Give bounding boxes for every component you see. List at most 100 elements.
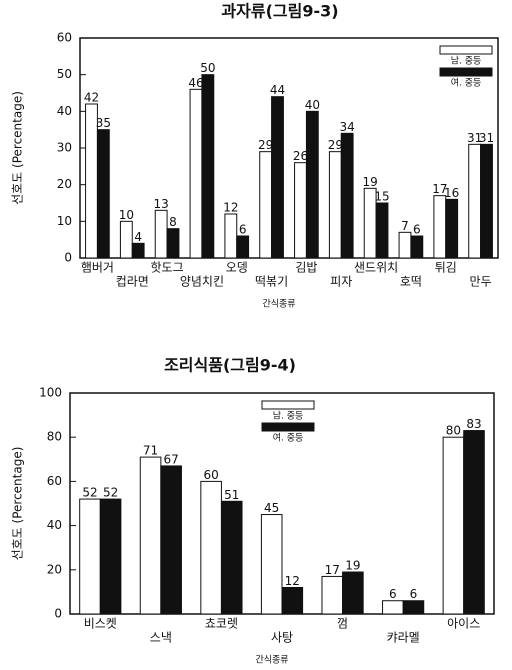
x-tick-label: 햄버거	[81, 261, 114, 275]
x-tick-label: 양념치킨	[180, 275, 224, 289]
legend-label: 여. 중등	[451, 77, 482, 89]
bar	[321, 575, 344, 615]
bar	[398, 231, 412, 259]
bar	[463, 430, 485, 615]
y-tick-label: 0	[54, 607, 62, 621]
value-label: 67	[164, 452, 179, 466]
y-tick-label: 10	[57, 214, 72, 228]
bar	[271, 96, 284, 259]
value-label: 34	[340, 120, 355, 134]
y-tick-label: 30	[57, 141, 72, 155]
value-label: 31	[467, 131, 482, 145]
y-tick-label: 100	[39, 386, 62, 400]
value-label: 50	[200, 61, 215, 75]
value-label: 19	[345, 559, 360, 573]
bar	[99, 498, 122, 615]
legend-swatch	[439, 67, 493, 77]
bar	[259, 151, 273, 259]
x-tick-label: 비스켓	[84, 617, 117, 631]
chart-title: 과자류(그림9-3)	[221, 2, 338, 21]
bar	[166, 228, 180, 259]
bar	[224, 213, 238, 259]
bar	[79, 498, 101, 615]
value-label: 17	[325, 563, 340, 577]
x-tick-label: 캬라멜	[387, 631, 420, 645]
bar	[402, 600, 425, 615]
value-label: 12	[223, 201, 238, 215]
x-tick-label: 만두	[470, 275, 492, 289]
y-tick-label: 40	[57, 104, 72, 118]
bar	[131, 242, 145, 259]
y-tick-label: 60	[57, 31, 72, 45]
x-tick-label: 컵라면	[116, 275, 149, 289]
x-tick-label: 김밥	[295, 261, 317, 275]
legend-label: 남. 중등	[451, 56, 482, 67]
value-label: 6	[389, 587, 397, 601]
bar	[305, 110, 319, 259]
y-tick-label: 40	[47, 518, 62, 532]
bar	[410, 235, 424, 259]
bar	[260, 514, 283, 615]
value-label: 45	[264, 501, 279, 515]
bar	[342, 571, 364, 615]
x-tick-label: 오뎅	[226, 261, 248, 275]
bar	[96, 129, 110, 259]
value-label: 4	[134, 230, 142, 244]
bar	[139, 456, 162, 615]
value-label: 52	[82, 486, 97, 500]
value-label: 10	[119, 208, 134, 222]
x-axis-label: 간식종류	[255, 655, 288, 666]
bar	[154, 209, 168, 259]
value-label: 60	[203, 468, 218, 482]
bar	[375, 202, 389, 259]
y-axis-label: 선호도 (Percentage)	[11, 91, 25, 205]
legend-label: 여. 중등	[273, 432, 304, 444]
bar	[160, 465, 182, 615]
bar	[340, 132, 354, 259]
y-tick-label: 20	[57, 177, 72, 191]
x-tick-label: 스낵	[150, 631, 172, 645]
bar	[480, 143, 493, 259]
x-tick-label: 껌	[337, 617, 348, 631]
bar	[189, 88, 203, 259]
value-label: 6	[410, 587, 418, 601]
value-label: 52	[103, 486, 118, 500]
value-label: 6	[413, 223, 421, 237]
bar	[294, 162, 307, 259]
value-label: 15	[374, 190, 389, 204]
value-label: 51	[224, 488, 239, 502]
value-label: 8	[169, 215, 177, 229]
y-axis-label: 선호도 (Percentage)	[11, 447, 25, 561]
x-tick-label: 샌드위치	[354, 261, 398, 275]
value-label: 40	[305, 98, 320, 112]
chart-title: 조리식품(그림9-4)	[164, 356, 296, 375]
value-label: 26	[293, 149, 308, 163]
legend-swatch	[261, 400, 315, 410]
legend-label: 남. 중등	[273, 411, 304, 422]
value-label: 29	[258, 138, 273, 152]
bar	[281, 586, 304, 615]
bar	[201, 74, 215, 259]
bar	[445, 198, 459, 259]
value-label: 71	[143, 444, 158, 458]
value-label: 13	[154, 197, 169, 211]
bar	[236, 235, 250, 259]
value-label: 7	[401, 219, 409, 233]
x-tick-label: 사탕	[271, 631, 293, 645]
bar	[200, 480, 222, 615]
bar	[328, 151, 342, 259]
value-label: 19	[363, 175, 378, 189]
value-label: 42	[84, 91, 99, 105]
x-tick-label: 튀김	[435, 261, 457, 275]
value-label: 83	[466, 417, 481, 431]
value-label: 6	[239, 223, 247, 237]
bar	[220, 500, 243, 615]
y-tick-label: 60	[47, 474, 62, 488]
bar	[119, 220, 133, 259]
x-tick-label: 쵸코렛	[205, 617, 238, 631]
value-label: 35	[96, 116, 111, 130]
value-label: 46	[188, 76, 203, 90]
value-label: 17	[432, 182, 447, 196]
value-label: 29	[328, 138, 343, 152]
